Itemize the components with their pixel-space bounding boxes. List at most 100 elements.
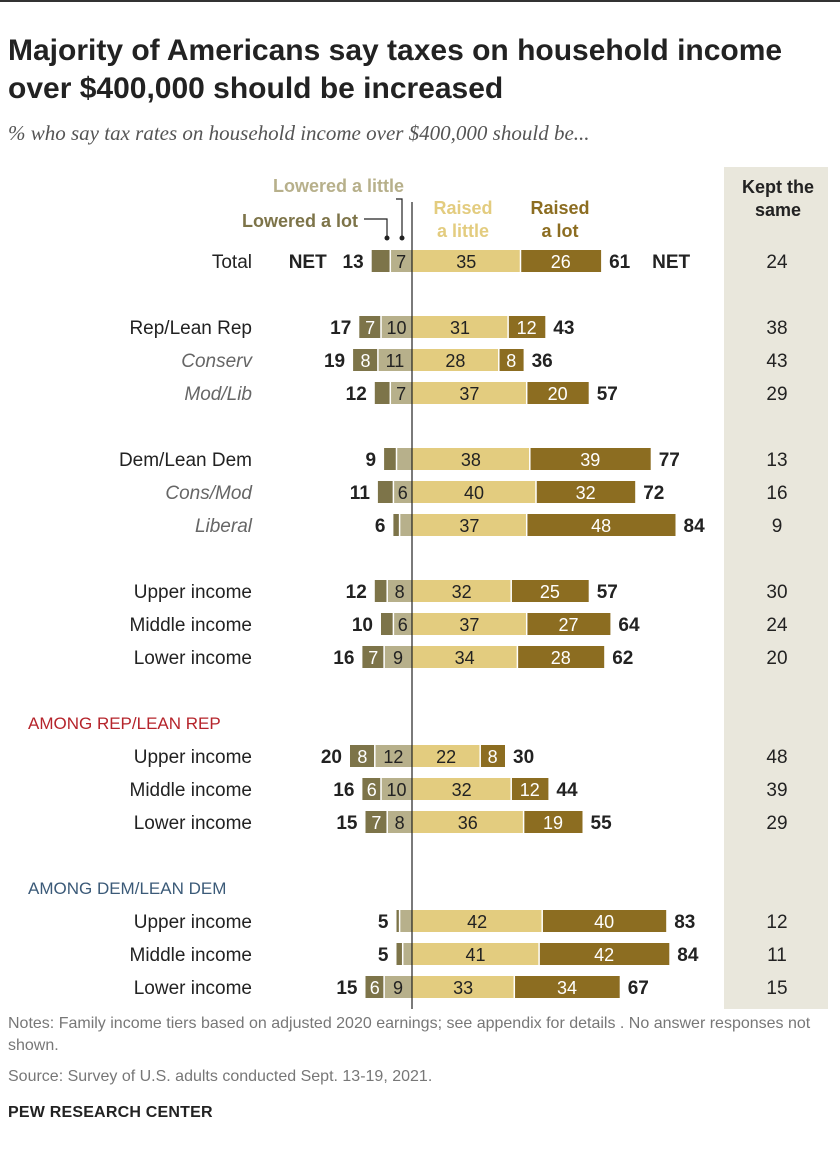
- top-rule: [0, 0, 840, 2]
- bar-value-label: 8: [395, 813, 405, 833]
- net-lowered-label: 20: [321, 747, 342, 768]
- legend-raised-a-lot-line2: a lot: [541, 221, 578, 241]
- net-raised-label: 55: [591, 813, 613, 834]
- bar-value-label: 39: [580, 450, 600, 470]
- legend-leader-dot-lowered-a-lot: [384, 235, 390, 241]
- bar-raised-a-little: [412, 745, 481, 767]
- net-raised-label: 84: [677, 945, 699, 966]
- kept-the-same-value: 24: [766, 252, 788, 273]
- bar-value-label: 12: [517, 318, 537, 338]
- bar-lowered-a-little: [396, 448, 412, 470]
- net-lowered-label: 16: [333, 648, 354, 669]
- bar-raised-a-little: [412, 514, 527, 536]
- bar-value-label: 34: [557, 978, 577, 998]
- bar-raised-a-lot: [526, 514, 676, 536]
- bar-raised-a-little: [412, 778, 512, 800]
- bar-value-label: 8: [360, 351, 370, 371]
- bar-raised-a-little: [412, 250, 521, 272]
- bar-value-label: 36: [458, 813, 478, 833]
- legend-leader-lowered-a-lot: [364, 218, 388, 238]
- row-label: Upper income: [134, 582, 252, 603]
- bar-lowered-a-little: [393, 481, 412, 503]
- bar-value-label: 19: [543, 813, 563, 833]
- bar-lowered-a-little: [399, 514, 412, 536]
- bar-raised-a-little: [412, 811, 524, 833]
- net-lowered-label: 15: [336, 978, 358, 999]
- bar-value-label: 40: [464, 483, 484, 503]
- bar-raised-a-lot: [526, 613, 611, 635]
- group-header: AMONG DEM/LEAN DEM: [28, 879, 226, 898]
- row-label: Liberal: [195, 516, 253, 537]
- bar-lowered-a-lot: [371, 250, 391, 272]
- bar-raised-a-little: [412, 580, 512, 602]
- net-raised-label: 64: [618, 615, 640, 636]
- net-lowered-label: 9: [366, 450, 377, 471]
- bar-value-label: 25: [540, 582, 560, 602]
- row-label: Upper income: [134, 747, 252, 768]
- row-label: Mod/Lib: [184, 384, 252, 405]
- net-lowered-label: 16: [333, 780, 354, 801]
- bar-value-label: 42: [467, 912, 487, 932]
- net-lowered-label: 13: [343, 252, 364, 273]
- bar-value-label: 37: [459, 615, 479, 635]
- bar-value-label: 32: [452, 582, 472, 602]
- net-raised-label: 30: [513, 747, 534, 768]
- bar-value-label: 41: [466, 945, 486, 965]
- bar-lowered-a-little: [390, 382, 412, 404]
- net-raised-label: 57: [597, 384, 618, 405]
- bar-lowered-a-lot: [365, 976, 385, 998]
- bar-value-label: 8: [357, 747, 367, 767]
- net-lowered-label: 12: [346, 582, 367, 603]
- bar-lowered-a-little: [384, 646, 412, 668]
- bar-value-label: 37: [459, 384, 479, 404]
- bar-raised-a-lot: [511, 580, 589, 602]
- bar-value-label: 6: [370, 978, 380, 998]
- net-lowered-label: 15: [336, 813, 358, 834]
- net-raised-label: 83: [674, 912, 695, 933]
- bar-value-label: 10: [386, 318, 406, 338]
- bar-raised-a-lot: [529, 448, 651, 470]
- kept-the-same-value: 16: [766, 483, 787, 504]
- bar-value-label: 28: [551, 648, 571, 668]
- bar-raised-a-lot: [498, 349, 524, 371]
- bar-value-label: 12: [383, 747, 403, 767]
- bar-lowered-a-lot: [381, 613, 394, 635]
- kept-the-same-value: 48: [766, 747, 787, 768]
- legend-leader-lowered-a-little: [396, 198, 403, 238]
- bar-raised-a-lot: [508, 316, 546, 338]
- bar-lowered-a-lot: [396, 910, 400, 932]
- legend-lowered-a-lot: Lowered a lot: [242, 211, 358, 231]
- bar-lowered-a-lot: [350, 745, 375, 767]
- net-text-left: NET: [289, 252, 327, 273]
- row-label: Rep/Lean Rep: [129, 318, 252, 339]
- kept-the-same-value: 20: [766, 648, 787, 669]
- bar-value-label: 8: [395, 582, 405, 602]
- bar-lowered-a-little: [374, 745, 412, 767]
- bar-raised-a-little: [412, 448, 530, 470]
- bar-value-label: 28: [445, 351, 465, 371]
- bar-raised-a-little: [412, 910, 543, 932]
- bar-value-label: 34: [455, 648, 475, 668]
- bar-lowered-a-lot: [374, 580, 388, 602]
- kept-the-same-value: 43: [766, 351, 787, 372]
- legend-lowered-a-little: Lowered a little: [273, 176, 404, 196]
- bar-raised-a-little: [412, 976, 515, 998]
- bar-lowered-a-lot: [353, 349, 378, 371]
- bar-value-label: 7: [396, 384, 406, 404]
- kept-the-same-value: 29: [766, 813, 787, 834]
- row-label: Total: [212, 252, 252, 273]
- bar-raised-a-lot: [517, 646, 605, 668]
- kept-the-same-value: 13: [766, 450, 787, 471]
- bar-value-label: 6: [367, 780, 377, 800]
- bar-value-label: 32: [576, 483, 596, 503]
- legend-kept-line1: Kept the: [742, 177, 814, 197]
- bar-value-label: 27: [559, 615, 579, 635]
- bar-lowered-a-little: [381, 778, 412, 800]
- bar-value-label: 11: [386, 351, 405, 371]
- bar-raised-a-lot: [536, 481, 636, 503]
- bar-raised-a-little: [412, 382, 527, 404]
- bar-lowered-a-lot: [362, 646, 385, 668]
- bar-lowered-a-lot: [393, 514, 400, 536]
- bar-lowered-a-little: [381, 316, 412, 338]
- bar-lowered-a-little: [387, 811, 412, 833]
